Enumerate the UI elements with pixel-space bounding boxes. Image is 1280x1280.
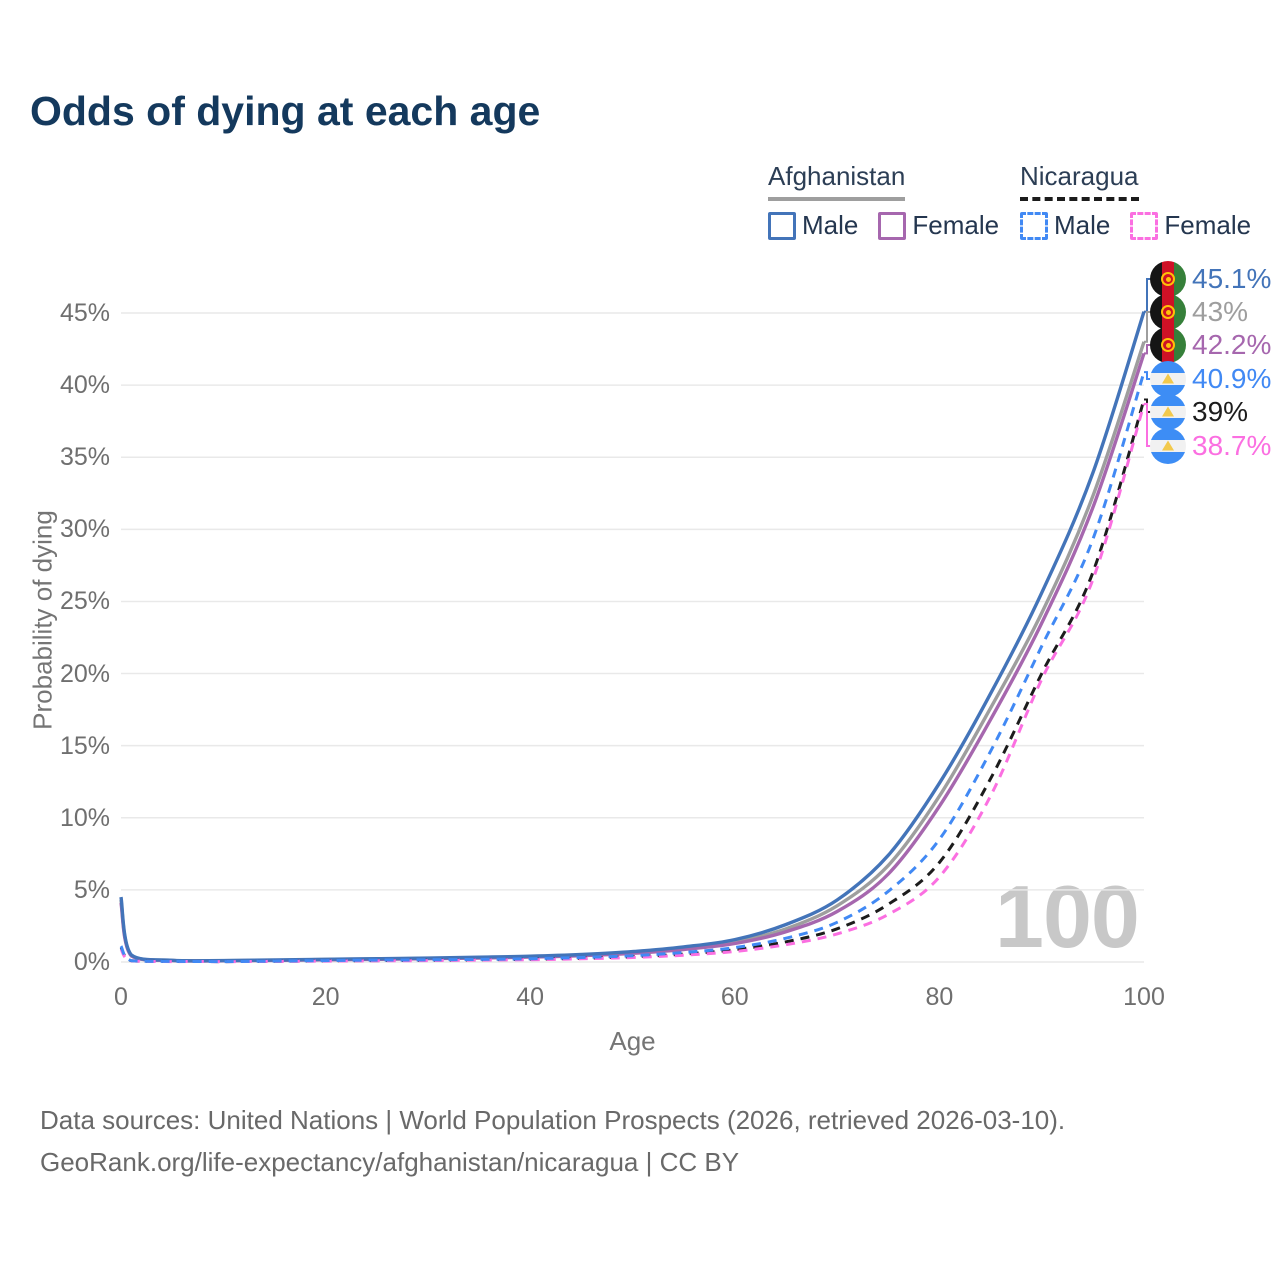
- legend-nicaragua-male[interactable]: Male: [1020, 210, 1110, 241]
- y-tick-label: 20%: [59, 659, 110, 688]
- series-end-label-afghanistan-male: 45.1%: [1150, 261, 1271, 297]
- nicaragua-flag-icon: [1150, 394, 1186, 430]
- legend-afghanistan-male-label: Male: [802, 210, 859, 240]
- series-end-label-nicaragua-both: 39%: [1150, 394, 1248, 430]
- afghanistan-flag-icon: [1150, 327, 1186, 363]
- x-tick-label: 80: [925, 983, 954, 1011]
- afghanistan-flag-icon: [1150, 294, 1186, 330]
- end-label-value: 39%: [1192, 396, 1249, 427]
- x-axis-title: Age: [609, 1026, 656, 1056]
- x-tick-label: 20: [311, 983, 340, 1011]
- legend-afghanistan-male[interactable]: Male: [768, 210, 858, 241]
- y-tick-label: 15%: [59, 731, 110, 760]
- series-line-nicaragua-female: [119, 403, 1146, 964]
- series-line-nicaragua-male: [119, 371, 1146, 964]
- data-source-line: Data sources: United Nations | World Pop…: [40, 1105, 1066, 1135]
- nicaragua-female-swatch-icon: [1130, 211, 1159, 240]
- end-label-value: 45.1%: [1192, 263, 1272, 294]
- y-tick-label: 35%: [59, 443, 110, 472]
- legend-afghanistan-header[interactable]: Afghanistan: [768, 161, 906, 201]
- end-label-value: 42.2%: [1192, 329, 1272, 360]
- nicaragua-male-swatch-icon: [1020, 211, 1048, 240]
- y-tick-label: 45%: [59, 299, 110, 327]
- legend-group-afghanistan: Afghanistan Male Female: [768, 161, 999, 241]
- x-tick-label: 100: [1123, 983, 1165, 1011]
- end-label-value: 40.9%: [1192, 363, 1272, 394]
- series-end-label-afghanistan-both: 43%: [1150, 294, 1248, 330]
- nicaragua-flag-icon: [1150, 361, 1186, 397]
- series-line-afghanistan-both: [119, 341, 1146, 963]
- afghanistan-male-swatch-icon: [768, 211, 796, 240]
- end-label-value: 38.7%: [1192, 430, 1272, 461]
- series-end-label-afghanistan-female: 42.2%: [1150, 327, 1271, 363]
- series-line-afghanistan-female: [119, 352, 1146, 963]
- y-tick-label: 30%: [59, 515, 110, 544]
- y-tick-label: 40%: [59, 371, 110, 400]
- series-end-label-nicaragua-male: 40.9%: [1150, 361, 1271, 397]
- y-tick-label: 25%: [59, 587, 110, 616]
- y-tick-label: 0%: [73, 948, 110, 976]
- legend-nicaragua-male-label: Male: [1054, 210, 1111, 240]
- series-end-label-nicaragua-female: 38.7%: [1150, 428, 1271, 464]
- y-tick-label: 5%: [73, 875, 110, 904]
- x-tick-label: 0: [114, 983, 128, 1011]
- legend-nicaragua-header[interactable]: Nicaragua: [1020, 161, 1139, 201]
- x-tick-label: 60: [720, 983, 749, 1011]
- legend-nicaragua-female-label: Female: [1164, 210, 1252, 240]
- legend-afghanistan-female-label: Female: [912, 210, 1000, 240]
- end-label-value: 43%: [1192, 296, 1249, 327]
- series-line-afghanistan-male: [119, 311, 1146, 963]
- x-tick-label: 40: [516, 983, 545, 1011]
- series-line-nicaragua-both: [119, 399, 1146, 964]
- y-tick-label: 10%: [59, 803, 110, 832]
- nicaragua-flag-icon: [1150, 428, 1186, 464]
- afghanistan-flag-icon: [1150, 261, 1186, 297]
- legend-group-nicaragua: Nicaragua Male Female: [1020, 161, 1251, 241]
- legend-nicaragua-female[interactable]: Female: [1130, 210, 1251, 241]
- afghanistan-female-swatch-icon: [878, 211, 907, 240]
- attribution-line: GeoRank.org/life-expectancy/afghanistan/…: [40, 1147, 740, 1177]
- legend-afghanistan-female[interactable]: Female: [878, 210, 999, 241]
- age-counter-watermark: 100: [995, 867, 1140, 966]
- page-title: Odds of dying at each age: [30, 88, 541, 134]
